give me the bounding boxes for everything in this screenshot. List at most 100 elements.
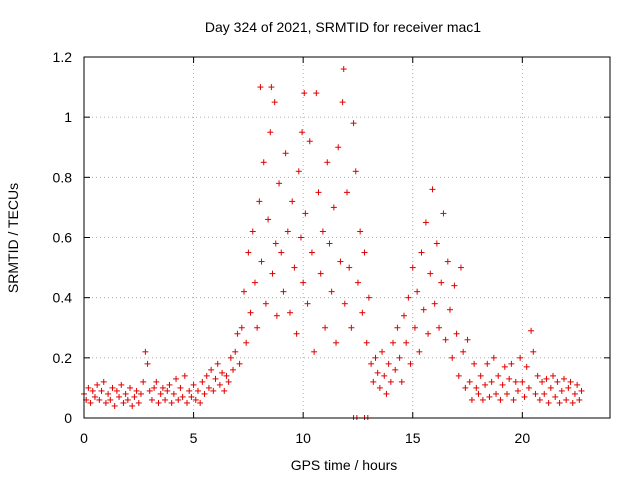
- data-point: [510, 396, 517, 403]
- data-point: [302, 210, 309, 217]
- data-point: [512, 378, 519, 385]
- data-point: [337, 258, 344, 265]
- data-point: [328, 288, 335, 295]
- data-point: [276, 180, 283, 187]
- data-point: [153, 378, 160, 385]
- data-point: [131, 393, 138, 400]
- data-point: [280, 288, 287, 295]
- data-point: [214, 360, 221, 367]
- data-point: [170, 390, 177, 397]
- data-point: [148, 396, 155, 403]
- data-point: [365, 294, 372, 301]
- data-point: [272, 240, 279, 247]
- data-point: [313, 90, 320, 97]
- data-point: [216, 381, 223, 388]
- data-point: [400, 312, 407, 319]
- data-point: [497, 396, 504, 403]
- data-point: [387, 378, 394, 385]
- plot-frame: [83, 56, 611, 419]
- data-point: [109, 384, 116, 391]
- data-point: [192, 396, 199, 403]
- data-point: [560, 375, 567, 382]
- data-point: [442, 336, 449, 343]
- data-point: [506, 375, 513, 382]
- data-point: [429, 186, 436, 193]
- data-point: [534, 372, 541, 379]
- data-point: [256, 198, 263, 205]
- data-point: [258, 258, 265, 265]
- data-point: [232, 348, 239, 355]
- data-point: [536, 396, 543, 403]
- data-point: [490, 354, 497, 361]
- data-point: [230, 366, 237, 373]
- data-point: [221, 387, 228, 394]
- y-tick-label: 0: [64, 410, 72, 426]
- data-point: [107, 396, 114, 403]
- data-point: [85, 384, 92, 391]
- data-point: [479, 396, 486, 403]
- data-point: [236, 360, 243, 367]
- data-point: [267, 129, 274, 136]
- data-point: [300, 279, 307, 286]
- data-point: [550, 372, 557, 379]
- data-point: [567, 378, 574, 385]
- data-point: [317, 270, 324, 277]
- data-point: [569, 399, 576, 406]
- data-point: [420, 306, 427, 313]
- axis-ticks: 0 0.2 0.4 0.6 0.8 1 1.2 0 5 10 15 20: [53, 49, 610, 446]
- data-point: [188, 393, 195, 400]
- data-point: [282, 150, 289, 157]
- data-point: [333, 339, 340, 346]
- x-tick-label: 0: [80, 430, 88, 446]
- data-point: [414, 288, 421, 295]
- data-point: [571, 390, 578, 397]
- data-point: [269, 270, 276, 277]
- data-point: [440, 210, 447, 217]
- data-point: [499, 381, 506, 388]
- data-point: [433, 240, 440, 247]
- data-point: [144, 360, 151, 367]
- data-point: [251, 279, 258, 286]
- data-point: [394, 324, 401, 331]
- data-point: [554, 378, 561, 385]
- data-point: [181, 372, 188, 379]
- data-point: [381, 372, 388, 379]
- data-point: [409, 264, 416, 271]
- data-point: [545, 399, 552, 406]
- data-point: [273, 312, 280, 319]
- data-point: [260, 159, 267, 166]
- data-point: [475, 390, 482, 397]
- data-point: [547, 384, 554, 391]
- data-point: [344, 189, 350, 196]
- data-point: [407, 360, 414, 367]
- data-point: [471, 360, 478, 367]
- data-point: [422, 219, 429, 226]
- y-tick-label: 1.2: [53, 49, 73, 65]
- data-point: [335, 144, 342, 151]
- data-point: [142, 348, 149, 355]
- data-point: [501, 363, 508, 370]
- data-point: [203, 372, 210, 379]
- data-point: [453, 330, 460, 337]
- data-point: [96, 396, 103, 403]
- x-tick-label: 20: [515, 430, 531, 446]
- data-point: [431, 300, 438, 307]
- data-point: [297, 234, 304, 241]
- data-point: [208, 366, 215, 373]
- data-point: [493, 390, 500, 397]
- data-point: [295, 168, 302, 175]
- data-point: [503, 390, 510, 397]
- y-tick-label: 0.8: [53, 169, 73, 185]
- grid: [84, 57, 610, 418]
- data-point: [137, 390, 144, 397]
- data-point: [482, 381, 489, 388]
- data-point: [324, 159, 331, 166]
- data-point: [523, 363, 530, 370]
- data-point: [376, 384, 383, 391]
- data-point: [457, 264, 464, 271]
- data-point: [257, 84, 264, 91]
- data-point: [151, 384, 158, 391]
- data-point: [530, 348, 537, 355]
- data-point: [212, 375, 219, 382]
- data-point: [315, 189, 322, 196]
